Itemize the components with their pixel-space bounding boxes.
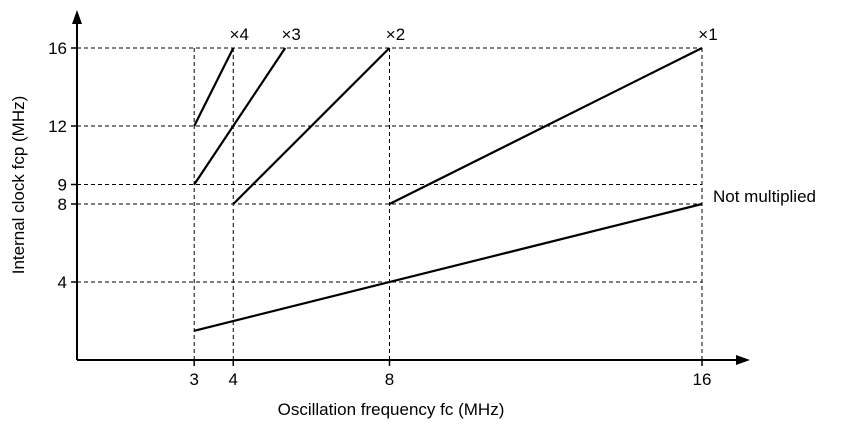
axes — [72, 10, 750, 365]
x-axis-title: Oscillation frequency fc (MHz) — [278, 400, 505, 419]
y-axis-title: Internal clock fcp (MHz) — [9, 96, 28, 275]
x-tick-label-8: 8 — [385, 370, 394, 389]
series-lines: ×4 ×3 ×2 ×1 Not multiplied — [193, 25, 816, 332]
x-axis-arrow — [736, 355, 750, 365]
series-line-4 — [193, 202, 703, 332]
x-tick-label-3: 3 — [189, 370, 198, 389]
series-line-1 — [193, 47, 287, 186]
series-label-2: ×2 — [386, 25, 405, 44]
series-line-0 — [193, 47, 235, 127]
series-label-4: Not multiplied — [713, 187, 816, 206]
y-axis-arrow — [72, 10, 82, 24]
y-tick-label-4: 4 — [58, 273, 67, 292]
series-line-2 — [232, 47, 391, 205]
series-label-1: ×3 — [282, 25, 301, 44]
series-line-3 — [389, 47, 703, 205]
series-label-3: ×1 — [698, 25, 717, 44]
x-tick-label-4: 4 — [229, 370, 238, 389]
y-tick-label-16: 16 — [48, 39, 67, 58]
y-tick-label-9: 9 — [58, 176, 67, 195]
y-tick-label-12: 12 — [48, 117, 67, 136]
x-tick-label-16: 16 — [693, 370, 712, 389]
series-label-0: ×4 — [230, 25, 249, 44]
y-tick-label-8: 8 — [58, 195, 67, 214]
